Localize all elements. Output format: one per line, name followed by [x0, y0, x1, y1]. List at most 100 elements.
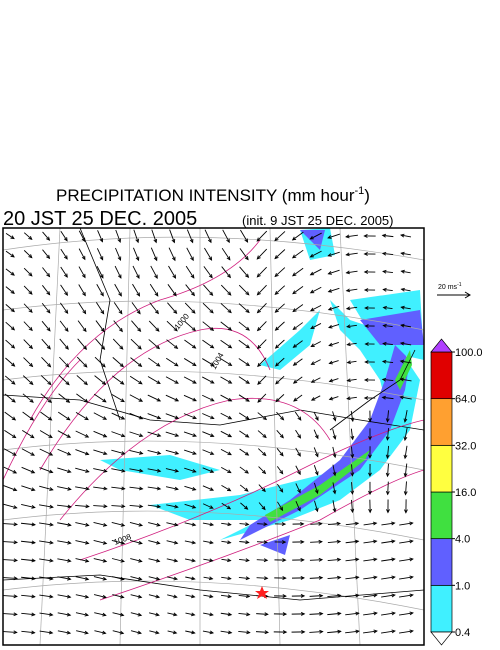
- wind-shaft: [238, 612, 250, 616]
- wind-arrow: [4, 393, 16, 403]
- wind-arrow: [309, 557, 324, 562]
- wind-arrow: [256, 558, 269, 563]
- wind-arrow: [3, 630, 18, 635]
- wind-arrow: [4, 375, 16, 385]
- wind-head: [46, 291, 51, 296]
- colorbar-tick-label: 4.0: [455, 534, 470, 546]
- wind-head: [138, 380, 143, 385]
- wind-head: [263, 540, 269, 545]
- wind-head: [209, 326, 215, 331]
- wind-head: [257, 362, 262, 368]
- wind-head: [256, 291, 261, 296]
- wind-shaft: [202, 431, 214, 437]
- wind-head: [391, 539, 396, 544]
- wind-head: [83, 381, 88, 386]
- wind-head: [381, 359, 387, 364]
- wind-shaft: [363, 594, 377, 598]
- wind-head: [385, 490, 390, 496]
- wind-shaft: [257, 393, 267, 403]
- wind-head: [261, 506, 266, 511]
- wind-shaft: [221, 484, 231, 492]
- wind-head: [120, 522, 126, 527]
- wind-head: [137, 612, 143, 617]
- wind-arrow: [292, 522, 305, 526]
- wind-arrow: [345, 234, 358, 239]
- wind-shaft: [21, 485, 35, 491]
- wind-arrow: [291, 231, 304, 241]
- wind-shaft: [147, 449, 161, 455]
- wind-head: [66, 416, 71, 421]
- wind-head: [256, 327, 262, 332]
- wind-head: [292, 379, 298, 384]
- wind-head: [227, 469, 232, 474]
- wind-head: [155, 630, 160, 635]
- wind-arrow: [257, 430, 267, 439]
- wind-shaft: [313, 447, 319, 457]
- wind-shaft: [185, 594, 195, 598]
- wind-head: [191, 522, 197, 527]
- wind-shaft: [78, 230, 86, 242]
- wind-head: [30, 469, 36, 474]
- wind-shaft: [310, 323, 322, 329]
- wind-arrow: [42, 267, 51, 278]
- wind-arrow: [368, 464, 372, 478]
- wind-shaft: [149, 302, 159, 314]
- wind-head: [173, 344, 179, 349]
- wind-shaft: [347, 396, 357, 400]
- wind-head: [227, 326, 233, 331]
- wind-arrow: [238, 612, 251, 617]
- wind-arrow: [399, 593, 414, 598]
- wind-arrow: [57, 467, 72, 474]
- wind-arrow: [59, 320, 69, 332]
- wind-arrow: [238, 412, 250, 420]
- wind-arrow: [381, 593, 396, 598]
- wind-head: [11, 416, 17, 421]
- wind-arrow: [112, 375, 125, 385]
- map-frame: [2, 227, 425, 646]
- wind-head: [172, 292, 177, 297]
- wind-arrow: [95, 338, 106, 350]
- wind-shaft: [238, 358, 250, 366]
- wind-head: [350, 490, 355, 495]
- wind-arrow: [39, 612, 54, 617]
- wind-head: [117, 256, 122, 261]
- wind-head: [10, 235, 15, 240]
- wind-shaft: [75, 504, 89, 508]
- wind-shaft: [184, 321, 196, 331]
- wind-head: [13, 540, 19, 545]
- wind-head: [135, 274, 140, 280]
- wind-head: [173, 327, 178, 332]
- wind-head: [257, 398, 262, 403]
- wind-shaft: [77, 338, 87, 350]
- wind-head: [155, 345, 161, 350]
- wind-arrow: [220, 284, 232, 296]
- wind-head: [190, 612, 196, 617]
- wind-head: [301, 629, 306, 634]
- wind-arrow: [59, 356, 70, 368]
- wind-shaft: [381, 522, 395, 526]
- wind-arrow: [149, 630, 160, 635]
- wind-arrow: [238, 630, 251, 635]
- wind-head: [332, 471, 337, 477]
- wind-shaft: [93, 505, 107, 507]
- title-text: PRECIPITATION INTENSITY (mm hour: [56, 186, 355, 205]
- wind-head: [244, 469, 249, 474]
- wind-head: [355, 557, 360, 562]
- wind-head: [409, 593, 414, 598]
- wind-shaft: [75, 594, 89, 598]
- wind-shaft: [39, 448, 53, 456]
- wind-head: [121, 451, 126, 455]
- wind-arrow: [168, 247, 176, 262]
- wind-shaft: [274, 231, 286, 241]
- wind-shaft: [3, 613, 17, 615]
- wind-arrow: [39, 467, 54, 474]
- wind-arrow: [381, 539, 396, 544]
- wind-shaft: [130, 630, 142, 634]
- wind-head: [84, 558, 90, 563]
- wind-shaft: [293, 358, 303, 366]
- wind-shaft: [238, 630, 250, 634]
- wind-shaft: [239, 248, 249, 260]
- wind-shaft: [203, 594, 213, 598]
- wind-shaft: [292, 249, 304, 259]
- wind-arrow: [96, 248, 104, 261]
